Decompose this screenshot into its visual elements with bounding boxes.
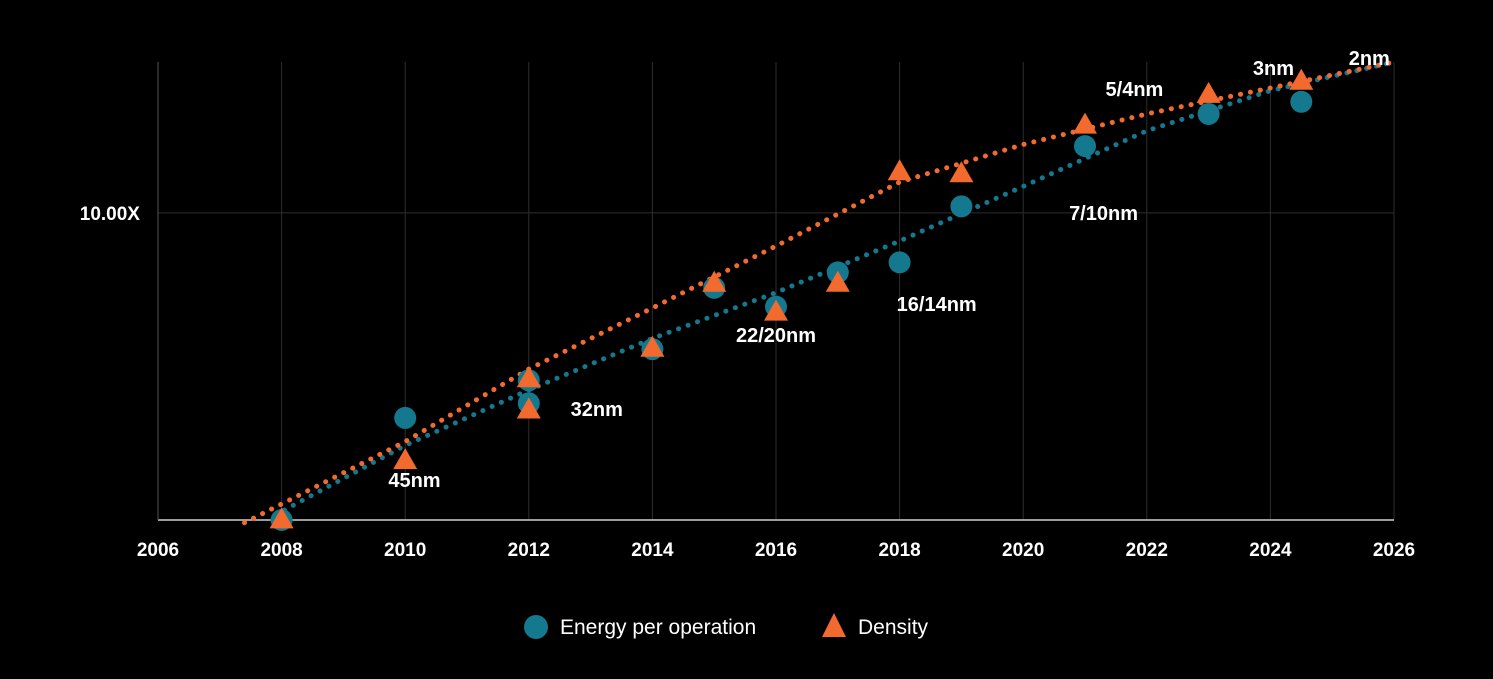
energy-point-1: [394, 406, 417, 429]
annotation-7-10nm: 7/10nm: [1069, 203, 1138, 225]
x-tick-label-2010: 2010: [384, 540, 426, 561]
density-point-7: [825, 270, 850, 292]
legend-energy-label: Energy per operation: [560, 616, 756, 639]
energy-point-8: [888, 251, 911, 274]
x-tick-label-2008: 2008: [260, 540, 302, 561]
x-tick-label-2016: 2016: [755, 540, 797, 561]
density-point-1: [393, 448, 418, 470]
trendline-density: [242, 59, 1397, 526]
x-tick-label-2022: 2022: [1126, 540, 1168, 561]
x-tick-label-2018: 2018: [878, 540, 920, 561]
density-point-0: [269, 507, 294, 529]
density-point-8: [887, 159, 912, 181]
annotation-layer: 45nm 32nm 22/20nm 16/14nm 7/10nm 5/4nm 3nm 2nm: [388, 48, 1389, 492]
density-point-6: [764, 299, 788, 321]
annotation-3nm: 3nm: [1253, 58, 1294, 80]
energy-point-12: [1290, 90, 1313, 113]
density-point-5: [702, 270, 727, 292]
legend-energy-marker: [524, 615, 548, 639]
energy-point-9: [950, 195, 973, 218]
x-tick-label-2020: 2020: [1002, 540, 1044, 561]
energy-point-11: [1197, 102, 1220, 125]
density-point-9: [949, 161, 974, 183]
grid-layer: [158, 62, 1395, 520]
density-point-10: [1073, 112, 1097, 134]
legend-density-marker: [822, 613, 846, 637]
annotation-22-20nm: 22/20nm: [736, 325, 816, 347]
data-point-layer: [269, 68, 1314, 531]
legend: Energy per operation Density: [524, 613, 929, 639]
density-point-3: [516, 366, 541, 388]
density-point-2: [516, 397, 541, 419]
x-tick-label-2014: 2014: [631, 540, 674, 561]
annotation-16-14nm: 16/14nm: [897, 294, 977, 316]
energy-point-10: [1074, 135, 1096, 158]
annotation-32nm: 32nm: [571, 399, 623, 421]
y-tick-label-10: 10.00X: [80, 204, 141, 225]
trendline-layer: [242, 59, 1397, 526]
x-tick-label-2012: 2012: [508, 540, 550, 561]
density-point-4: [640, 335, 665, 357]
annotation-2nm: 2nm: [1349, 48, 1390, 70]
annotation-5-4nm: 5/4nm: [1106, 79, 1164, 101]
density-point-11: [1196, 81, 1221, 103]
x-tick-label-2024: 2024: [1249, 540, 1292, 561]
annotation-45nm: 45nm: [388, 470, 440, 492]
axis-layer: 2006 2008 2010 2012 2014 2016 2018 2020 2022 2024…: [80, 62, 1415, 561]
x-tick-label-2006: 2006: [137, 540, 179, 561]
x-tick-label-2026: 2026: [1373, 540, 1415, 561]
legend-density-label: Density: [858, 616, 929, 639]
density-point-12: [1289, 68, 1314, 90]
